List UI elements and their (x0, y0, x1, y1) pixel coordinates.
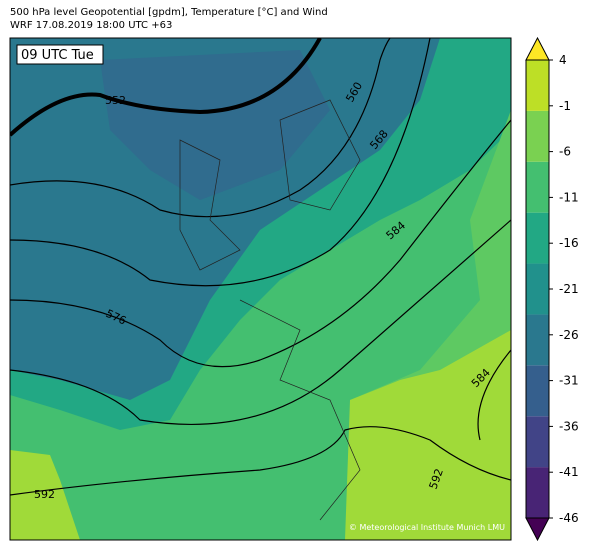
time-box (16, 44, 104, 65)
colorbar-tick-label: -21 (559, 282, 579, 296)
time-label: 09 UTC Tue (21, 48, 94, 63)
colorbar-tick-label: -6 (559, 145, 571, 159)
colorbar-band (526, 212, 549, 264)
colorbar-band (526, 467, 549, 518)
field (345, 330, 511, 540)
contour-label: 592 (34, 488, 55, 501)
colorbar-band (526, 161, 549, 213)
colorbar-band (526, 263, 549, 315)
contours (10, 38, 511, 496)
colorbar-tick-label: -46 (559, 511, 579, 525)
colorbar-band (526, 365, 549, 417)
title: 500 hPa level Geopotential [gpdm], Tempe… (10, 7, 328, 18)
map-frame (9, 37, 512, 541)
credit: © Meteorological Institute Munich LMU (349, 523, 505, 532)
colorbar-extension (525, 36, 550, 61)
field (10, 450, 80, 540)
colorbar-extension (525, 517, 550, 542)
colorbar-tick-label: -31 (559, 374, 579, 388)
colorbar: 4 -1 -6 -11 -16 -21 -26 -31 -36 -41 -46 (525, 36, 579, 542)
colorbar-band (526, 60, 549, 111)
map: 09 UTC Tue 552 560 568 576 584 584 592 5… (10, 38, 511, 540)
colorbar-tick-label: -16 (559, 236, 579, 250)
colorbar-band (526, 416, 549, 468)
colorbar-tick-label: 4 (559, 53, 567, 67)
colorbar-tick-label: -41 (559, 465, 579, 479)
contour-label: 552 (105, 94, 126, 107)
coastlines (179, 99, 361, 521)
field (100, 50, 330, 200)
colorbar-tick-label: -1 (559, 99, 571, 113)
colorbar-tick-label: -26 (559, 328, 579, 342)
colorbar-band (526, 110, 549, 162)
colorbar-tick-label: -11 (559, 190, 579, 204)
colorbar-tick-label: -36 (559, 419, 579, 433)
colorbar-band (526, 314, 549, 366)
subtitle: WRF 17.08.2019 18:00 UTC +63 (10, 20, 172, 31)
